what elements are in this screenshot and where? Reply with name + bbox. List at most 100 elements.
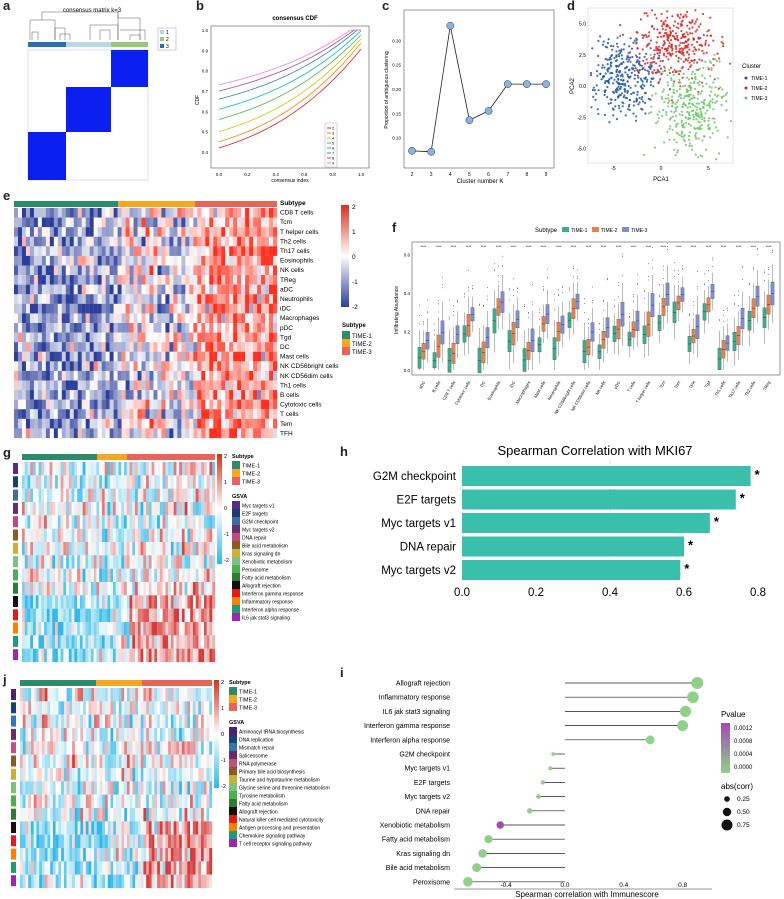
panel-g-cell [49, 462, 53, 476]
panel-e-cell [173, 332, 178, 343]
panel-g-cell [184, 475, 188, 489]
panel-j-cell [96, 794, 100, 809]
panel-d-ylabel: PCA2 [570, 78, 576, 94]
panel-e-cell [57, 390, 62, 400]
panel-g-cell [68, 475, 72, 489]
panel-e-cell [197, 370, 202, 381]
panel-e-cell [73, 323, 78, 333]
panel-e-cell [77, 294, 82, 304]
panel-d-point [688, 98, 691, 102]
panel-f-outlier [734, 303, 735, 305]
panel-d-point [615, 55, 618, 58]
panel-e-cell [49, 399, 54, 410]
panel-j-cell [198, 794, 202, 809]
panel-e-cell [241, 284, 246, 295]
panel-g-cell [85, 528, 89, 543]
panel-e-cell [117, 361, 122, 372]
panel-d-point [663, 40, 666, 43]
panel-g-cell [55, 608, 58, 623]
panel-f-outlier [468, 269, 469, 271]
panel-j-cell [69, 794, 73, 809]
panel-g-cell [181, 502, 185, 516]
panel-f-outlier [603, 299, 604, 301]
panel-g-cell [187, 622, 191, 636]
panel-e-cell [261, 227, 266, 237]
panel-g-cell [203, 635, 207, 649]
panel-e-cell [25, 275, 31, 285]
panel-d-point [669, 125, 672, 128]
panel-d-point [707, 44, 710, 47]
panel-e-cell [37, 332, 43, 343]
panel-g-cell [46, 502, 50, 516]
panel-g-cell [35, 488, 39, 503]
panel-d-point [681, 49, 684, 52]
panel-e-cell [57, 313, 62, 324]
panel-j-cell [99, 701, 103, 715]
panel-g-cell [46, 528, 50, 543]
panel-e-cell [153, 303, 158, 314]
panel-g-cell [41, 542, 45, 556]
panel-f-outlier [629, 317, 630, 319]
panel-g-cell [143, 502, 147, 516]
panel-g-cell [137, 595, 141, 609]
panel-e-cell [173, 275, 178, 285]
panel-b-ytick: 0.7 [202, 89, 209, 94]
panel-g-cell [68, 648, 72, 663]
panel-j-cell [41, 768, 45, 782]
panel-g-cell [96, 502, 100, 516]
panel-e-cell [261, 255, 266, 266]
panel-e-cell [253, 418, 258, 429]
panel-j-cell [192, 701, 196, 715]
panel-g-cell [162, 515, 166, 529]
panel-g-cell [140, 622, 144, 636]
panel-g-cell [71, 568, 75, 583]
panel-d-point [705, 82, 708, 85]
panel-g-cell [46, 608, 50, 623]
panel-g-cell [143, 568, 147, 583]
panel-g-cell [79, 568, 83, 583]
panel-g-cell [68, 608, 72, 623]
panel-d-point [650, 111, 653, 114]
panel-j-cell [55, 701, 59, 715]
panel-e-cell [133, 303, 138, 314]
panel-g-subtype-swatch [232, 477, 240, 485]
panel-j-cell [61, 688, 65, 702]
panel-d-point [650, 57, 653, 60]
panel-g-cell [38, 528, 42, 543]
panel-f-sig: **** [496, 245, 502, 249]
panel-e-cell [77, 255, 82, 266]
panel-e-cell [89, 208, 94, 218]
panel-j-cell [99, 781, 103, 795]
panel-e-cell [261, 275, 266, 285]
panel-f-outlier [543, 285, 544, 287]
panel-e-cell [237, 418, 242, 429]
panel-e-cell [177, 227, 182, 237]
panel-g-cell [90, 622, 94, 636]
panel-e-cell [109, 227, 114, 237]
panel-g-cell [173, 515, 177, 529]
panel-e-cell [213, 265, 218, 276]
panel-e-cell [233, 361, 238, 372]
panel-e-cell [29, 399, 35, 410]
panel-e-cell [217, 265, 222, 276]
panel-e-cell [257, 265, 262, 276]
panel-j-cell [63, 741, 67, 755]
panel-d-point [635, 97, 638, 100]
panel-g-cell [137, 515, 141, 529]
panel-g-cell [99, 595, 103, 609]
panel-e-cell [273, 217, 278, 228]
panel-g-cell [46, 648, 50, 663]
panel-e-cell [69, 303, 74, 314]
panel-g-cell [143, 488, 147, 503]
panel-g-cell [33, 608, 36, 623]
panel-d-point [717, 77, 720, 80]
panel-d-point [701, 81, 704, 84]
panel-d-point [694, 75, 697, 78]
panel-e-cell [85, 313, 90, 324]
panel-d-point [676, 151, 679, 154]
panel-e-cell [165, 265, 170, 276]
panel-j-cell [154, 768, 158, 782]
panel-b-legend-label: 6 [332, 146, 335, 151]
panel-g-cell [146, 582, 149, 596]
panel-g-cell [71, 515, 75, 529]
